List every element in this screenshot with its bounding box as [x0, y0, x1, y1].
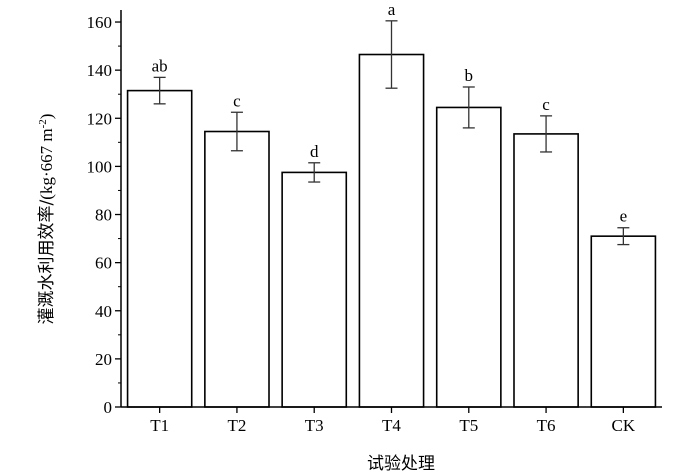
error-bar-T2: [230, 111, 243, 152]
y-axis-title-unit-sup: -2: [37, 119, 49, 128]
bar-T4: [358, 53, 425, 408]
significance-label-T6: c: [542, 95, 550, 114]
x-axis-title: 试验处理: [367, 454, 435, 474]
x-tick-label-CK: CK: [612, 416, 636, 435]
bar-T3: [281, 171, 348, 408]
y-axis-title-unit-close: ): [37, 114, 56, 120]
error-bar-T3: [308, 162, 321, 183]
bar-T6: [513, 133, 579, 408]
y-tick-label-20: 20: [95, 350, 112, 369]
bar-T2: [204, 130, 270, 408]
x-tick-label-T6: T6: [537, 416, 556, 435]
y-tick-label-60: 60: [95, 254, 112, 273]
y-tick-label-0: 0: [104, 398, 113, 417]
error-bar-T5: [462, 86, 475, 129]
significance-label-T1: ab: [152, 56, 168, 75]
error-bars-layer: [153, 20, 630, 246]
y-tick-label-80: 80: [95, 206, 112, 225]
bars-layer: [126, 53, 657, 408]
bar-T1: [126, 89, 193, 408]
y-tick-label-40: 40: [95, 302, 112, 321]
y-tick-label-120: 120: [87, 109, 113, 128]
significance-label-T4: a: [388, 0, 396, 19]
y-ticks-layer: 0 20 40 60 80 100 120 140 160: [87, 13, 121, 417]
y-tick-label-140: 140: [87, 61, 113, 80]
y-axis-title-unit: (kg·667 m: [37, 128, 56, 199]
x-tick-label-T1: T1: [150, 416, 169, 435]
significance-label-T3: d: [310, 142, 319, 161]
y-tick-label-100: 100: [87, 157, 113, 176]
significance-label-T2: c: [233, 91, 241, 110]
x-ticks-layer: T1 T2 T3 T4 T5 T6 CK: [150, 407, 636, 435]
x-tick-label-T4: T4: [382, 416, 401, 435]
bar-CK: [590, 235, 657, 408]
error-bar-T4: [385, 20, 398, 89]
x-tick-label-T5: T5: [459, 416, 478, 435]
error-bar-T6: [540, 115, 553, 153]
y-axis-title-zh: 灌溉水利用效率/: [37, 199, 57, 324]
error-bar-CK: [617, 227, 630, 246]
error-bar-T1: [153, 76, 166, 105]
significance-label-CK: e: [620, 207, 628, 226]
significance-label-T5: b: [465, 66, 474, 85]
bar-T5: [435, 106, 502, 408]
y-axis-title: 灌溉水利用效率/(kg·667 m-2): [37, 114, 57, 325]
x-tick-label-T3: T3: [305, 416, 324, 435]
y-tick-label-160: 160: [87, 13, 113, 32]
x-tick-label-T2: T2: [227, 416, 246, 435]
